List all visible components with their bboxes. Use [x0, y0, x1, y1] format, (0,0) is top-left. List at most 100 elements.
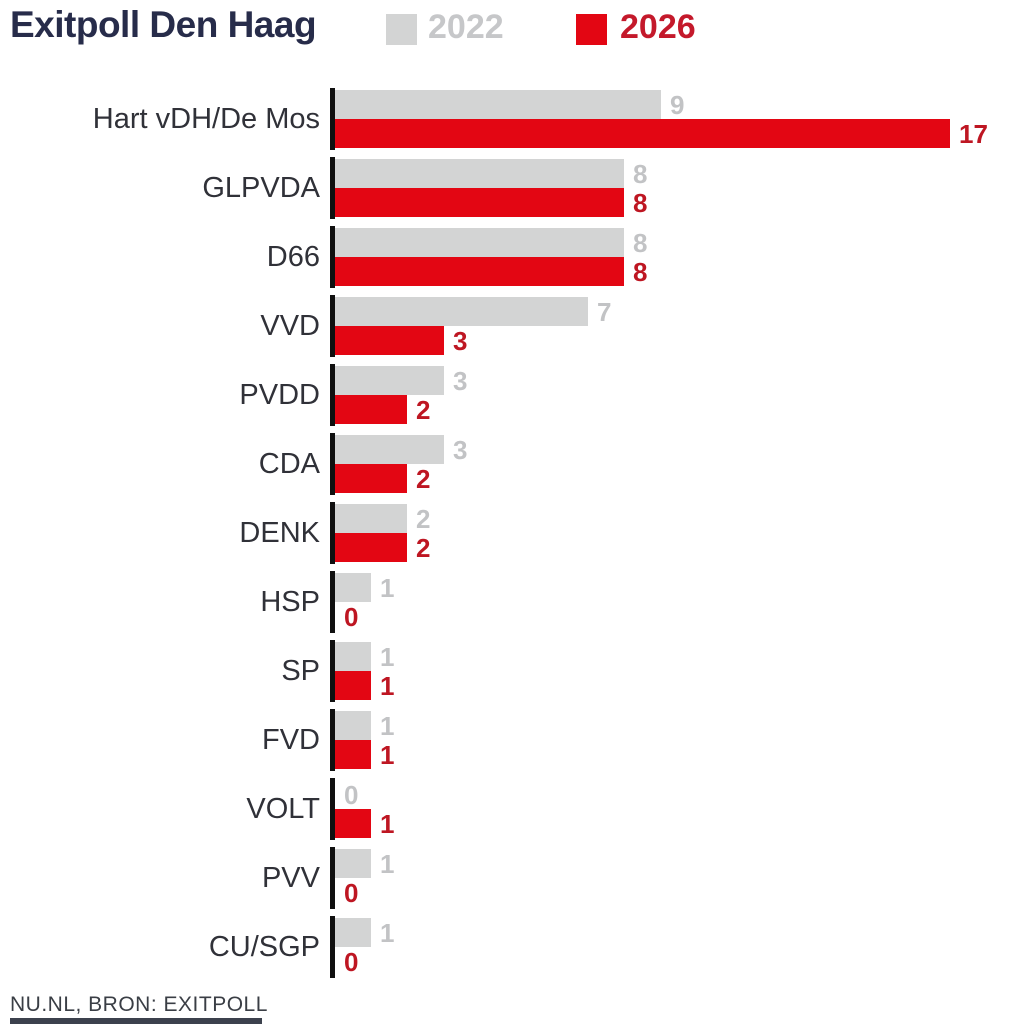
party-label: Hart vDH/De Mos	[92, 103, 320, 135]
bar-2022	[335, 297, 588, 326]
chart-row: PVV 1 0	[0, 847, 1024, 909]
value-label-2022: 7	[597, 297, 612, 327]
party-label: PVV	[261, 862, 320, 894]
value-label-2026: 1	[380, 809, 395, 839]
bar-2022	[335, 435, 444, 464]
bar-2022	[335, 918, 371, 947]
value-label-2022: 8	[633, 159, 648, 189]
bar-2026	[335, 188, 624, 217]
bar-2026	[335, 809, 371, 838]
bar-2022	[335, 366, 444, 395]
bar-2022	[335, 159, 624, 188]
bar-2026	[335, 740, 371, 769]
axis-tick	[330, 709, 335, 771]
chart-row: DENK 2 2	[0, 502, 1024, 564]
value-label-2022: 1	[380, 849, 395, 879]
axis-tick	[330, 295, 335, 357]
chart-row: SP 1 1	[0, 640, 1024, 702]
value-label-2026: 0	[344, 602, 359, 632]
chart-row: CDA 3 2	[0, 433, 1024, 495]
value-label-2026: 3	[453, 326, 468, 356]
party-label: GLPVDA	[202, 172, 320, 204]
bar-2022	[335, 90, 661, 119]
bar-2026	[335, 533, 407, 562]
axis-tick	[330, 640, 335, 702]
chart-row: VOLT 0 1	[0, 778, 1024, 840]
chart-row: PVDD 3 2	[0, 364, 1024, 426]
chart-row: HSP 1 0	[0, 571, 1024, 633]
value-label-2022: 1	[380, 711, 395, 741]
chart-row: CU/SGP 1 0	[0, 916, 1024, 978]
bar-2026	[335, 464, 407, 493]
bar-2026	[335, 395, 407, 424]
value-label-2022: 2	[416, 504, 431, 534]
axis-tick	[330, 778, 335, 840]
legend-label-2026: 2026	[620, 8, 696, 46]
value-label-2026: 2	[416, 395, 431, 425]
bar-2026	[335, 671, 371, 700]
value-label-2022: 8	[633, 228, 648, 258]
value-label-2022: 9	[670, 90, 685, 120]
value-label-2026: 2	[416, 533, 431, 563]
axis-tick	[330, 571, 335, 633]
axis-tick	[330, 847, 335, 909]
value-label-2022: 3	[453, 366, 468, 396]
legend-swatch-2026	[576, 14, 607, 45]
value-label-2026: 1	[380, 671, 395, 701]
chart-row: VVD 7 3	[0, 295, 1024, 357]
bottom-brand-strip	[10, 1018, 262, 1024]
value-label-2022: 1	[380, 642, 395, 672]
party-label: PVDD	[239, 379, 320, 411]
value-label-2026: 2	[416, 464, 431, 494]
party-label: DENK	[239, 517, 320, 549]
value-label-2026: 0	[344, 878, 359, 908]
value-label-2022: 1	[380, 573, 395, 603]
chart-row: FVD 1 1	[0, 709, 1024, 771]
party-label: FVD	[262, 724, 320, 756]
value-label-2026: 0	[344, 947, 359, 977]
value-label-2026: 8	[633, 257, 648, 287]
bar-2022	[335, 573, 371, 602]
bar-2022	[335, 228, 624, 257]
value-label-2026: 8	[633, 188, 648, 218]
bar-2026	[335, 119, 950, 148]
party-label: CDA	[258, 448, 320, 480]
value-label-2026: 1	[380, 740, 395, 770]
bar-group: 9 17	[330, 88, 1024, 150]
party-label: SP	[281, 655, 320, 687]
axis-tick	[330, 226, 335, 288]
bar-2026	[335, 257, 624, 286]
chart-row: Hart vDH/De Mos 9 17	[0, 88, 1024, 150]
axis-tick	[330, 157, 335, 219]
bar-2022	[335, 642, 371, 671]
value-label-2022: 3	[453, 435, 468, 465]
chart-row: GLPVDA 8 8	[0, 157, 1024, 219]
legend-swatch-2022	[386, 14, 417, 45]
party-label: VOLT	[246, 793, 320, 825]
bar-2026	[335, 326, 444, 355]
value-label-2026: 17	[959, 119, 988, 149]
bar-2022	[335, 849, 371, 878]
value-label-2022: 1	[380, 918, 395, 948]
party-label: D66	[266, 241, 320, 273]
source-credit: NU.NL, BRON: EXITPOLL	[10, 993, 268, 1016]
party-label: HSP	[260, 586, 320, 618]
party-label: VVD	[260, 310, 320, 342]
page-title: Exitpoll Den Haag	[10, 4, 317, 45]
chart-row: D66 8 8	[0, 226, 1024, 288]
axis-tick	[330, 502, 335, 564]
